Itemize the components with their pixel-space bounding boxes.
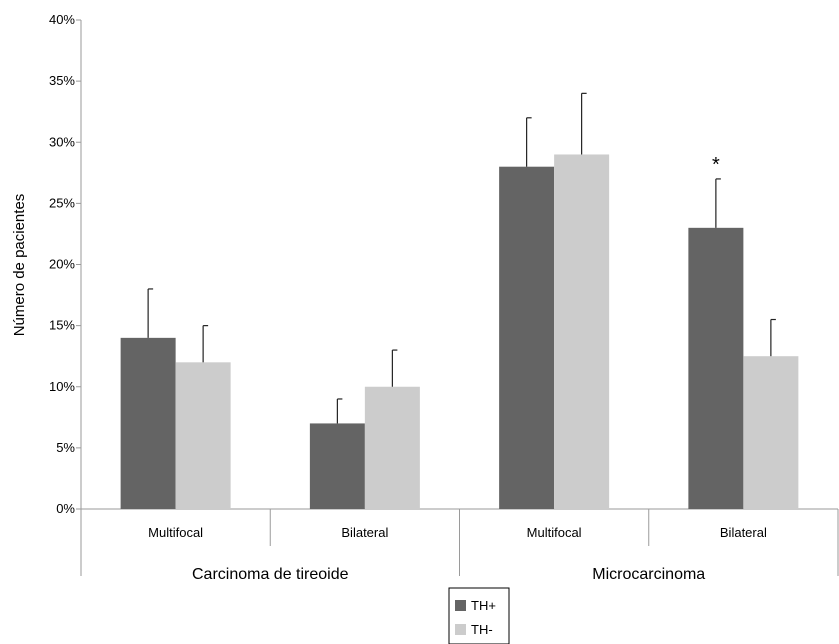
y-tick-label: 15% [49, 318, 75, 333]
y-axis: 0% 5% 10% 15% 20% 25% 30% 35% 40% [49, 12, 82, 516]
y-tick-label: 25% [49, 195, 75, 210]
y-tick-label: 5% [56, 440, 75, 455]
error-bars [147, 92, 776, 424]
legend-swatch [455, 600, 466, 611]
legend-label: TH- [471, 622, 493, 637]
legend: TH+ TH- [448, 587, 510, 644]
legend-swatch [455, 624, 466, 635]
bar [309, 423, 365, 509]
x-group-label: Carcinoma de tireoide [192, 566, 349, 583]
annotations: * [712, 154, 720, 176]
x-category-label: Multifocal [148, 525, 203, 540]
significance-marker: * [712, 154, 720, 176]
bars [120, 154, 799, 509]
y-axis-label: Número de pacientes [11, 194, 28, 337]
bar [743, 356, 799, 509]
x-category-label: Multifocal [527, 525, 582, 540]
y-tick-label: 35% [49, 73, 75, 88]
y-tick-label: 0% [56, 501, 75, 516]
y-tick-label: 10% [49, 379, 75, 394]
y-tick-label: 30% [49, 134, 75, 149]
bar [364, 386, 420, 509]
x-group-label: Microcarcinoma [592, 566, 705, 583]
y-tick-label: 40% [49, 12, 75, 27]
bar [120, 337, 176, 509]
x-category-label: Bilateral [341, 525, 388, 540]
y-tick-label: 20% [49, 257, 75, 272]
x-axis: Multifocal Bilateral Multifocal Bilateral Ca… [80, 508, 839, 583]
bar [554, 154, 610, 509]
x-category-label: Bilateral [720, 525, 767, 540]
legend-label: TH+ [471, 598, 496, 613]
bar [175, 362, 231, 509]
bar [688, 227, 744, 509]
bar [499, 166, 555, 509]
